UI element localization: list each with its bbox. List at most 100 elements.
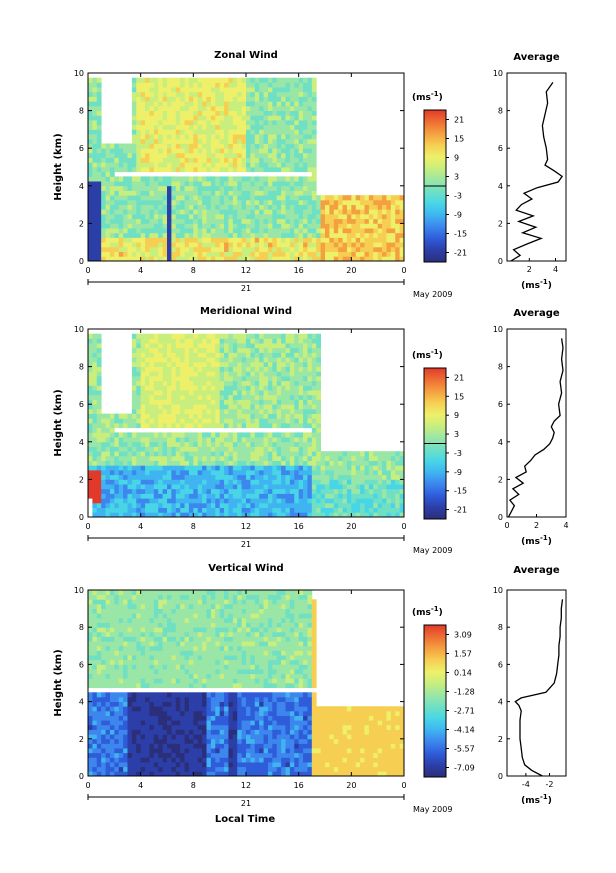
- heatmap-cell: [263, 357, 269, 363]
- heatmap-cell: [298, 223, 304, 229]
- heatmap-cell: [346, 204, 352, 210]
- heatmap-cell: [206, 446, 212, 452]
- heatmap-cell: [167, 333, 172, 339]
- heatmap-cell: [131, 185, 137, 191]
- heatmap-cell: [382, 507, 387, 513]
- heatmap-cell: [131, 706, 137, 712]
- heatmap-cell: [162, 87, 168, 93]
- heatmap-cell: [88, 734, 93, 740]
- heatmap-cell: [171, 204, 177, 210]
- heatmap-cell: [105, 195, 111, 201]
- heatmap-cell: [88, 394, 93, 400]
- heatmap-cell: [390, 455, 396, 461]
- heatmap-cell: [180, 484, 185, 490]
- heatmap-cell: [364, 237, 370, 243]
- heatmap-cell: [237, 385, 243, 391]
- heatmap-cell: [118, 185, 124, 191]
- heatmap-cell: [241, 451, 247, 457]
- heatmap-cell: [105, 157, 111, 163]
- heatmap-cell: [241, 223, 247, 229]
- heatmap-cell: [303, 399, 308, 405]
- heatmap-cell: [118, 729, 124, 735]
- heatmap-cell: [131, 729, 137, 735]
- heatmap-cell: [272, 484, 278, 490]
- heatmap-cell: [145, 512, 150, 518]
- heatmap-cell: [346, 512, 352, 518]
- heatmap-cell: [167, 460, 172, 466]
- heatmap-cell: [127, 748, 133, 754]
- heatmap-cell: [267, 124, 273, 130]
- heatmap-cell: [210, 96, 216, 102]
- heatmap-cell: [276, 418, 282, 424]
- heatmap-cell: [167, 366, 172, 372]
- heatmap-cell: [272, 195, 278, 201]
- heatmap-cell: [188, 352, 194, 358]
- heatmap-cell: [96, 451, 102, 457]
- heatmap-cell: [254, 162, 260, 168]
- heatmap-cell: [338, 209, 343, 215]
- heatmap-cell: [241, 251, 247, 257]
- heatmap-cell: [202, 124, 207, 130]
- heatmap-cell: [228, 77, 234, 83]
- heatmap-cell: [188, 214, 194, 220]
- heatmap-cell: [289, 101, 295, 107]
- heatmap-cell: [228, 333, 234, 339]
- heatmap-cell: [368, 451, 374, 457]
- heatmap-cell: [228, 199, 234, 205]
- heatmap-cell: [162, 423, 168, 429]
- heatmap-cell: [193, 214, 199, 220]
- heatmap-cell: [118, 437, 124, 443]
- heatmap-cell: [215, 376, 221, 382]
- heatmap-cell: [88, 338, 93, 344]
- heatmap-cell: [390, 512, 396, 518]
- heatmap-cell: [360, 465, 365, 471]
- heatmap-cell: [158, 338, 164, 344]
- heatmap-cell: [228, 484, 234, 490]
- heatmap-cell: [206, 343, 212, 349]
- heatmap-cell: [153, 181, 159, 187]
- heatmap-cell: [127, 446, 133, 452]
- heatmap-cell: [140, 376, 146, 382]
- heatmap-cell: [259, 446, 264, 452]
- heatmap-cell: [307, 209, 313, 215]
- heatmap-cell: [145, 223, 150, 229]
- heatmap-cell: [237, 195, 243, 201]
- heatmap-cell: [360, 455, 365, 461]
- heatmap-cell: [184, 124, 190, 130]
- heatmap-cell: [171, 498, 177, 504]
- heatmap-cell: [105, 502, 111, 508]
- heatmap-cell: [246, 228, 251, 234]
- heatmap-cell: [237, 366, 243, 372]
- heatmap-cell: [307, 190, 313, 196]
- heatmap-cell: [254, 488, 260, 494]
- heatmap-cell: [276, 502, 282, 508]
- heatmap-cell: [131, 357, 137, 363]
- heatmap-cell: [215, 455, 221, 461]
- heatmap-cell: [246, 176, 251, 182]
- heatmap-cell: [180, 352, 185, 358]
- heatmap-cell: [109, 734, 115, 740]
- heatmap-cell: [281, 460, 286, 466]
- heatmap-cell: [171, 347, 177, 353]
- heatmap-cell: [377, 470, 383, 476]
- heatmap-cell: [123, 696, 128, 702]
- heatmap-cell: [342, 251, 348, 257]
- heatmap-cell: [210, 195, 216, 201]
- heatmap-cell: [281, 423, 286, 429]
- heatmap-cell: [101, 413, 106, 419]
- heatmap-cell: [368, 256, 374, 262]
- heatmap-cell: [193, 223, 199, 229]
- heatmap-cell: [250, 399, 256, 405]
- heatmap-cell: [105, 701, 111, 707]
- heatmap-cell: [180, 190, 185, 196]
- heatmap-cell: [206, 110, 212, 116]
- heatmap-cell: [364, 242, 370, 248]
- heatmap-cell: [298, 148, 304, 154]
- heatmap-cell: [123, 613, 128, 619]
- heatmap-cell: [92, 678, 98, 684]
- heatmap-cell: [311, 498, 317, 504]
- heatmap-cell: [153, 390, 159, 396]
- heatmap-cell: [364, 256, 370, 262]
- heatmap-cell: [153, 91, 159, 97]
- heatmap-cell: [254, 366, 260, 372]
